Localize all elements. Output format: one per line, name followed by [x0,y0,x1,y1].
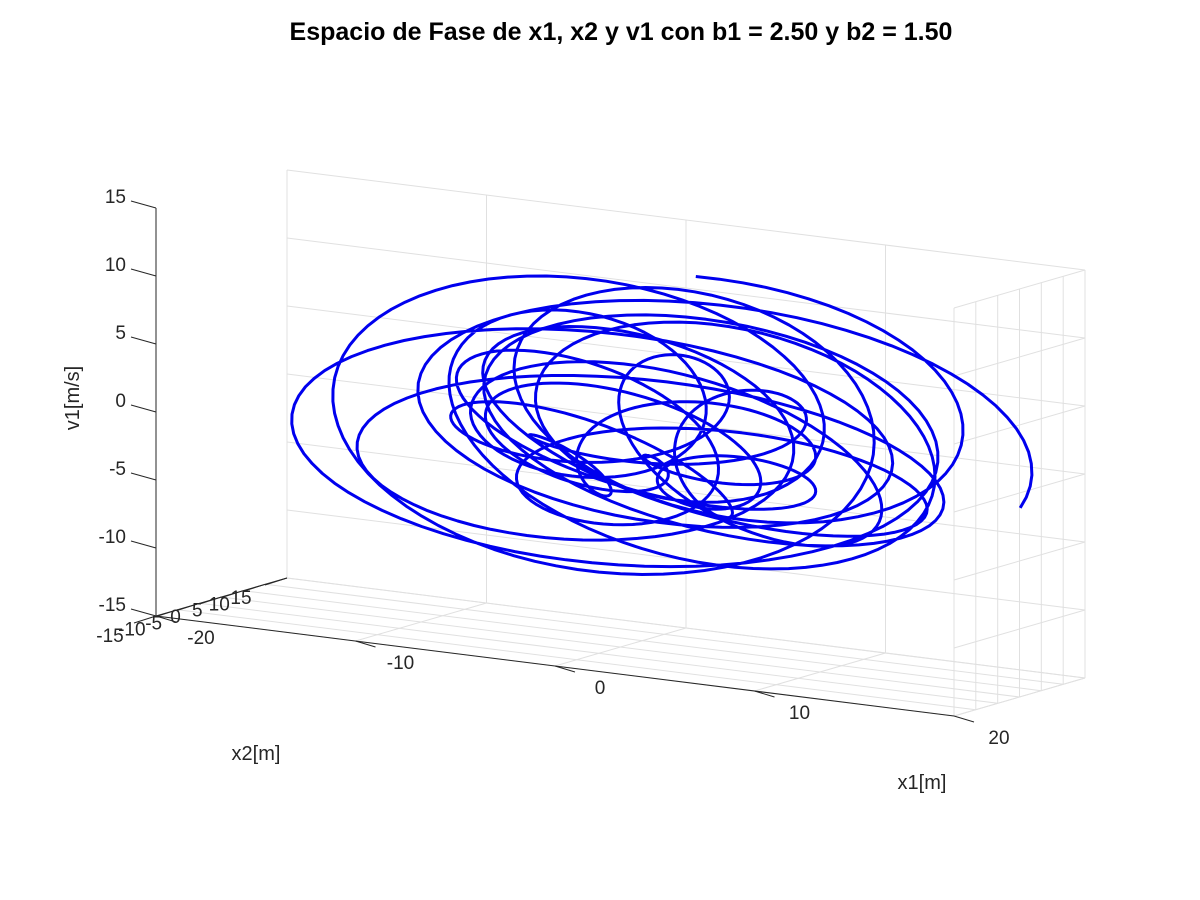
grid-line-x2-floor [265,583,1064,685]
z-axis-label: v1[m/s] [62,366,84,430]
y-axis-label: x2[m] [232,743,281,765]
grid-line-v1-side [953,677,1086,717]
x2-tick-label: 15 [230,588,251,609]
grid-line-v1-back [286,577,1086,679]
grid-line-v1-back [286,237,1086,339]
chart-title: Espacio de Fase de x1, x2 y v1 con b1 = … [290,18,953,46]
v1-tick-label: -5 [109,459,126,480]
v1-tick-mark [130,608,157,617]
x1-tick-label: -10 [387,653,414,674]
x1-tick-label: 10 [789,703,810,724]
grid-line-v1-back [286,373,1086,475]
grid-line-v1-side [953,337,1086,377]
grid-line-x2-floor [243,590,1042,692]
x2-tick-label: -5 [145,613,162,634]
grid-line-v1-side [953,405,1086,445]
v1-tick-mark [130,336,157,345]
phase-trajectory-line [290,274,1034,576]
x2-tick-label: 10 [209,594,230,615]
grid-line-x2-floor [177,609,976,711]
grid-line-v1-side [953,269,1086,309]
v1-tick-label: -15 [99,595,126,616]
v1-tick-label: 15 [105,187,126,208]
v1-tick-mark [130,540,157,549]
grid-line-v1-back [286,441,1086,543]
x2-tick-label: -15 [96,626,123,647]
grid-line-v1-side [953,473,1086,513]
v1-tick-mark [130,268,157,277]
x2-tick-mark [155,609,178,618]
x2-tick-mark [199,596,222,605]
x1-tick-mark [953,715,975,723]
x2-tick-mark [221,590,244,599]
x2-tick-label: 5 [192,601,203,622]
v1-tick-mark [130,404,157,413]
x1-tick-label: 0 [595,678,606,699]
x1-tick-mark [754,690,775,698]
x2-tick-mark [264,577,288,586]
grid-line-v1-side [953,541,1086,581]
v1-tick-label: 10 [105,255,126,276]
v1-tick-label: 5 [115,323,126,344]
x-axis-label: x1[m] [898,772,947,794]
series-layer [290,274,1034,576]
v1-tick-label: -10 [99,527,126,548]
x2-tick-label: 0 [170,607,181,628]
x1-tick-label: 20 [988,728,1009,749]
x2-tick-mark [243,583,266,592]
x1-tick-mark [554,665,576,673]
v1-tick-label: 0 [115,391,126,412]
x1-tick-label: -20 [187,628,214,649]
grid-line-x2-floor [221,596,1020,698]
grid-line-v1-side [953,609,1086,649]
grid-line-v1-back [286,169,1086,271]
grid-line-x2-floor [199,602,998,704]
x1-tick-mark [355,640,376,648]
x2-tick-label: -10 [118,620,145,641]
x2-tick-mark [177,602,200,611]
v1-tick-mark [130,200,157,209]
x2-tick-mark [133,615,157,624]
v1-tick-mark [130,472,157,481]
x1-tick-mark [155,615,177,623]
